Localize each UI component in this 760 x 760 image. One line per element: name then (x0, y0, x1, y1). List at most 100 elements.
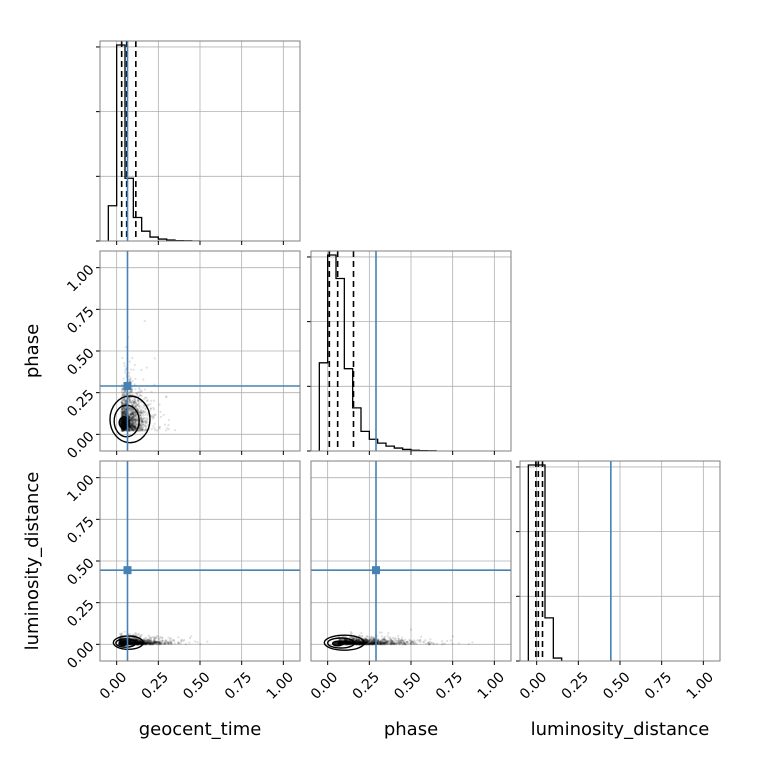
sample-point (360, 643, 363, 646)
sample-point (357, 638, 360, 641)
sample-point (136, 408, 139, 411)
sample-point (347, 642, 351, 646)
sample-point (346, 640, 349, 643)
sample-point (145, 642, 148, 645)
sample-point (153, 427, 156, 430)
x-axis-label-geocent_time: geocent_time (139, 719, 262, 740)
sample-point (369, 643, 372, 646)
sample-point (138, 641, 142, 645)
sample-point (188, 641, 191, 644)
sample-point (123, 409, 126, 412)
sample-point (145, 642, 148, 645)
sample-point (365, 641, 368, 644)
sample-point (130, 415, 133, 418)
sample-point (357, 640, 360, 644)
sample-point (122, 428, 125, 432)
sample-point (129, 425, 132, 428)
sample-point (140, 421, 143, 424)
sample-point (344, 640, 348, 643)
sample-point (146, 419, 149, 422)
sample-point (364, 640, 368, 643)
sample-point (383, 641, 386, 644)
sample-point (385, 639, 388, 642)
sample-point (131, 643, 134, 646)
sample-point (354, 639, 357, 642)
sample-point (156, 642, 159, 646)
sample-point (133, 426, 136, 429)
sample-point (132, 425, 135, 428)
sample-point (129, 640, 132, 643)
sample-point (132, 403, 136, 406)
sample-point (359, 641, 363, 644)
sample-point (134, 404, 137, 407)
sample-point (355, 642, 358, 645)
sample-point (129, 426, 132, 429)
sample-point (376, 642, 379, 645)
sample-point (471, 641, 474, 644)
sample-point (127, 401, 131, 404)
sample-point (136, 638, 139, 642)
sample-point (372, 639, 375, 642)
sample-point (127, 641, 131, 644)
sample-point (138, 427, 141, 430)
sample-point (346, 643, 350, 646)
sample-point (348, 641, 351, 644)
sample-point (367, 643, 370, 646)
sample-point (130, 424, 133, 428)
sample-point (123, 412, 126, 415)
sample-point (412, 643, 415, 646)
sample-point (150, 640, 153, 644)
sample-point (357, 643, 360, 646)
sample-point (395, 642, 398, 645)
sample-point (131, 427, 134, 430)
sample-point (133, 638, 136, 641)
sample-point (123, 412, 126, 415)
sample-point (132, 414, 136, 417)
sample-point (149, 642, 152, 646)
sample-point (135, 639, 138, 642)
sample-point (120, 408, 124, 411)
sample-point (129, 426, 132, 429)
sample-point (165, 641, 168, 644)
sample-point (129, 419, 133, 422)
sample-point (129, 391, 133, 394)
sample-point (173, 640, 176, 643)
sample-point (345, 639, 348, 642)
sample-point (349, 640, 352, 643)
sample-point (130, 424, 133, 427)
sample-point (141, 419, 144, 422)
sample-point (357, 642, 360, 645)
sample-point (366, 641, 369, 644)
sample-point (156, 429, 159, 432)
sample-point (370, 641, 373, 644)
sample-point (152, 408, 156, 411)
sample-point (138, 640, 141, 643)
sample-point (365, 640, 368, 644)
sample-point (137, 640, 140, 644)
sample-point (355, 643, 358, 646)
sample-point (149, 403, 152, 406)
sample-point (151, 640, 155, 644)
sample-point (128, 429, 131, 432)
sample-point (140, 642, 143, 645)
sample-point (127, 416, 131, 419)
sample-point (138, 407, 141, 410)
sample-point (344, 639, 347, 643)
sample-point (180, 640, 183, 643)
sample-point (351, 642, 354, 646)
sample-point (382, 637, 385, 640)
sample-point (339, 638, 342, 641)
sample-point (146, 641, 149, 644)
sample-point (357, 638, 360, 642)
sample-point (137, 642, 140, 645)
sample-point (138, 640, 142, 644)
sample-point (133, 425, 136, 428)
sample-point (163, 641, 166, 644)
sample-point (136, 641, 139, 644)
sample-point (133, 363, 136, 367)
sample-point (169, 641, 173, 644)
sample-point (404, 638, 407, 641)
sample-point (397, 637, 400, 640)
sample-point (144, 424, 147, 427)
sample-point (385, 641, 389, 644)
